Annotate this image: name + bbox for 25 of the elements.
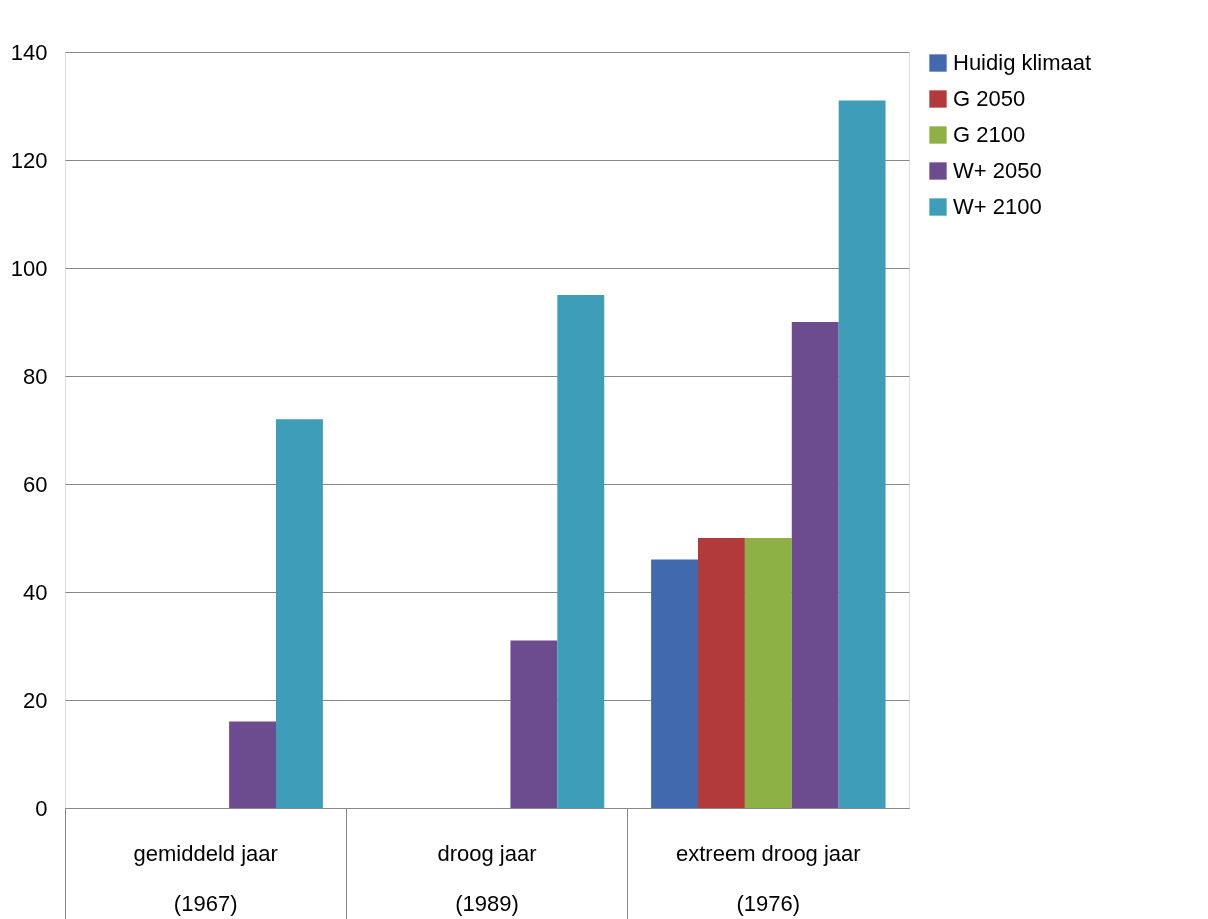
y-tick-label: 60 [23,471,48,497]
x-tick-label: droog jaar (1989) [437,840,537,916]
y-tick-label: 40 [23,579,48,605]
bar [698,538,745,808]
legend-label: G 2050 [953,86,1026,111]
bar [229,721,276,808]
bar [791,322,839,808]
bar [510,640,558,808]
x-tick-label: gemiddeld jaar (1967) [133,840,278,916]
y-tick-label: 140 [10,39,48,65]
bar [838,100,886,808]
y-tick-label: 20 [23,687,48,713]
y-tick-label: 80 [23,363,48,389]
bar [744,538,792,808]
bar [651,559,698,808]
legend-label: W+ 2100 [953,194,1042,219]
bar [557,295,605,808]
x-tick-label: extreem droog jaar (1976) [676,840,861,916]
y-tick-label: 0 [35,795,48,821]
bar [276,419,323,808]
legend-label: G 2100 [953,122,1026,147]
y-tick-label: 100 [10,255,48,281]
legend-label: Huidig klimaat [953,50,1092,75]
y-tick-label: 120 [10,147,48,173]
legend-label: W+ 2050 [953,158,1042,183]
